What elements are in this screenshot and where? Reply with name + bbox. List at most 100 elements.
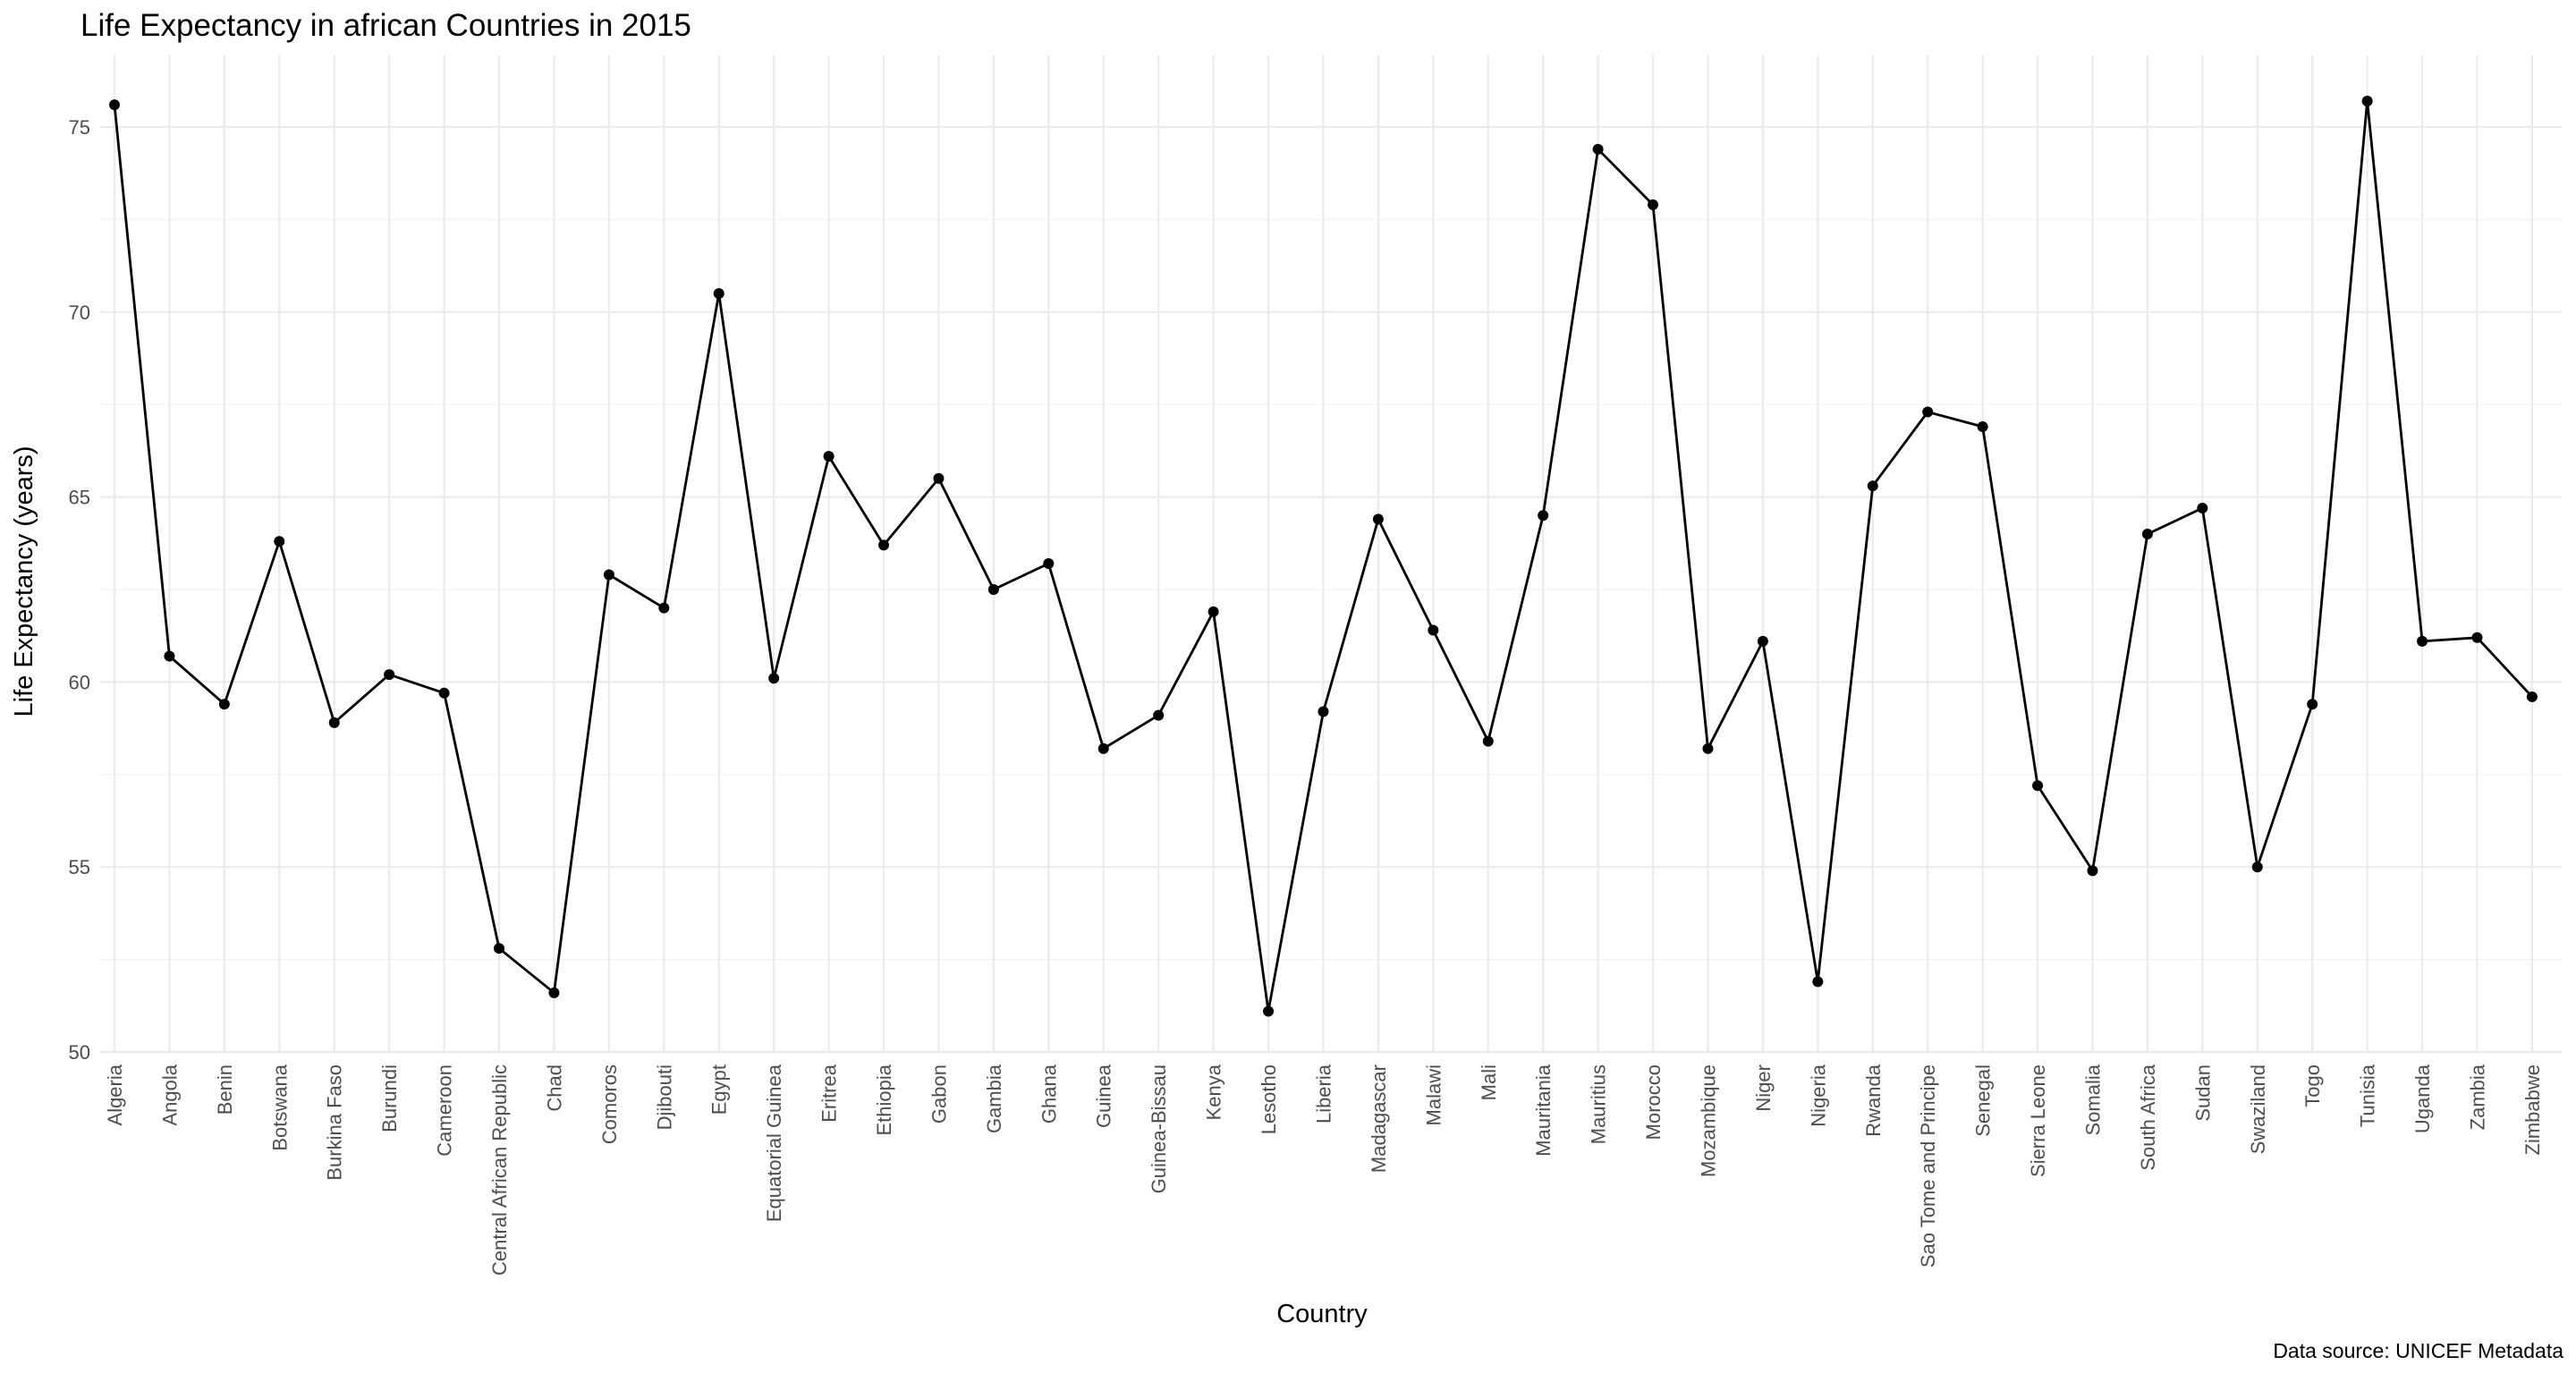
data-point — [2197, 503, 2208, 514]
data-point — [2141, 528, 2153, 539]
x-tick-label: Mali — [1478, 1064, 1500, 1100]
data-point — [1757, 635, 1768, 647]
data-point — [603, 569, 614, 581]
y-tick-label: 75 — [69, 116, 90, 139]
data-point — [2417, 635, 2428, 647]
grid — [100, 55, 2562, 1054]
x-tick-label: Guinea — [1093, 1064, 1115, 1128]
data-point — [1097, 742, 1109, 754]
x-tick-label: Kenya — [1203, 1064, 1225, 1120]
data-point — [1702, 742, 1714, 754]
y-tick-label: 50 — [69, 1041, 90, 1064]
data-point — [1428, 624, 1439, 636]
data-point — [109, 99, 120, 111]
data-point — [164, 650, 175, 662]
x-tick-label: Cameroon — [434, 1064, 456, 1157]
y-tick-label: 55 — [69, 856, 90, 878]
data-point — [1263, 1005, 1275, 1017]
x-tick-label: Nigeria — [1807, 1064, 1829, 1126]
data-point — [2526, 691, 2538, 702]
data-point — [1922, 406, 1934, 418]
x-tick-label: Swaziland — [2247, 1064, 2269, 1154]
x-tick-label: Guinea-Bissau — [1148, 1064, 1170, 1193]
y-tick-label: 70 — [69, 301, 90, 324]
data-point — [2471, 632, 2483, 643]
x-tick-label: Lesotho — [1258, 1064, 1280, 1134]
x-tick-label: Eritrea — [818, 1064, 841, 1123]
data-point — [878, 539, 890, 551]
data-point — [2087, 865, 2098, 877]
data-point — [933, 472, 945, 484]
x-tick-label: Gambia — [983, 1064, 1005, 1133]
data-point — [823, 451, 835, 462]
x-tick-label: Ghana — [1038, 1064, 1060, 1124]
data-point — [1318, 706, 1329, 717]
x-tick-label: Niger — [1752, 1064, 1775, 1112]
data-points — [109, 96, 2538, 1017]
data-point — [1043, 558, 1055, 570]
x-tick-label: Chad — [543, 1064, 565, 1112]
x-axis-title: Country — [1276, 1300, 1368, 1328]
x-tick-label: Somalia — [2081, 1064, 2104, 1135]
x-tick-label: Senegal — [1972, 1064, 1995, 1137]
x-tick-label: Togo — [2301, 1064, 2324, 1107]
x-tick-label: Egypt — [708, 1064, 731, 1115]
data-point — [548, 987, 560, 998]
x-tick-label: Equatorial Guinea — [763, 1064, 785, 1222]
y-tick-label: 60 — [69, 671, 90, 693]
data-point — [658, 602, 670, 614]
x-tick-label: Burkina Faso — [324, 1064, 346, 1181]
data-point — [768, 673, 780, 684]
x-tick-label: Zambia — [2466, 1064, 2488, 1130]
y-axis-ticks: 50 55 60 65 70 75 — [69, 116, 90, 1064]
x-tick-label: Tunisia — [2357, 1064, 2379, 1127]
data-point — [494, 943, 505, 954]
data-point — [2307, 699, 2318, 710]
x-tick-label: Botswana — [268, 1064, 291, 1150]
x-tick-label: Zimbabwe — [2521, 1064, 2544, 1155]
x-tick-label: Mauritius — [1588, 1064, 1610, 1144]
x-tick-label: Central African Republic — [488, 1064, 511, 1276]
x-tick-label: Burundi — [378, 1064, 401, 1132]
data-point — [1153, 709, 1165, 721]
data-point — [1482, 735, 1494, 747]
data-point — [384, 669, 395, 681]
data-point — [2251, 861, 2263, 873]
data-point — [1208, 606, 1219, 617]
data-point — [1977, 421, 1988, 433]
x-tick-label: Uganda — [2411, 1064, 2434, 1133]
x-tick-label: Angola — [158, 1064, 181, 1125]
x-tick-label: Malawi — [1422, 1064, 1445, 1125]
data-point — [1648, 199, 1659, 210]
x-tick-label: Morocco — [1642, 1064, 1665, 1140]
x-tick-label: Sao Tome and Principe — [1917, 1064, 1939, 1268]
data-point — [1592, 143, 1604, 155]
x-tick-label: Liberia — [1312, 1064, 1335, 1124]
data-source-caption: Data source: UNICEF Metadata — [2273, 1339, 2563, 1362]
x-tick-label: Rwanda — [1862, 1064, 1885, 1136]
chart-title: Life Expectancy in african Countries in … — [80, 8, 691, 43]
x-axis-ticks: Algeria Angola Benin Botswana Burkina Faso Bu… — [104, 1064, 2544, 1276]
x-tick-label: Djibouti — [653, 1064, 675, 1130]
data-point — [987, 584, 999, 595]
y-axis-title: Life Expectancy (years) — [10, 445, 38, 717]
x-tick-label: Ethiopia — [873, 1064, 895, 1135]
x-tick-label: Madagascar — [1368, 1064, 1390, 1173]
x-tick-label: Sierra Leone — [2027, 1064, 2049, 1177]
data-point — [1538, 510, 1549, 522]
data-point — [2361, 96, 2373, 107]
y-tick-label: 65 — [69, 487, 90, 509]
data-point — [274, 536, 285, 547]
x-tick-label: South Africa — [2137, 1064, 2159, 1170]
data-point — [2032, 780, 2044, 792]
x-tick-label: Gabon — [928, 1064, 950, 1124]
data-point — [218, 699, 230, 710]
data-point — [328, 717, 340, 728]
x-tick-label: Algeria — [104, 1064, 126, 1125]
data-point — [1812, 976, 1824, 988]
data-point — [1372, 513, 1384, 525]
data-point — [1867, 480, 1878, 492]
x-tick-label: Mozambique — [1697, 1064, 1719, 1177]
data-point — [713, 288, 724, 300]
